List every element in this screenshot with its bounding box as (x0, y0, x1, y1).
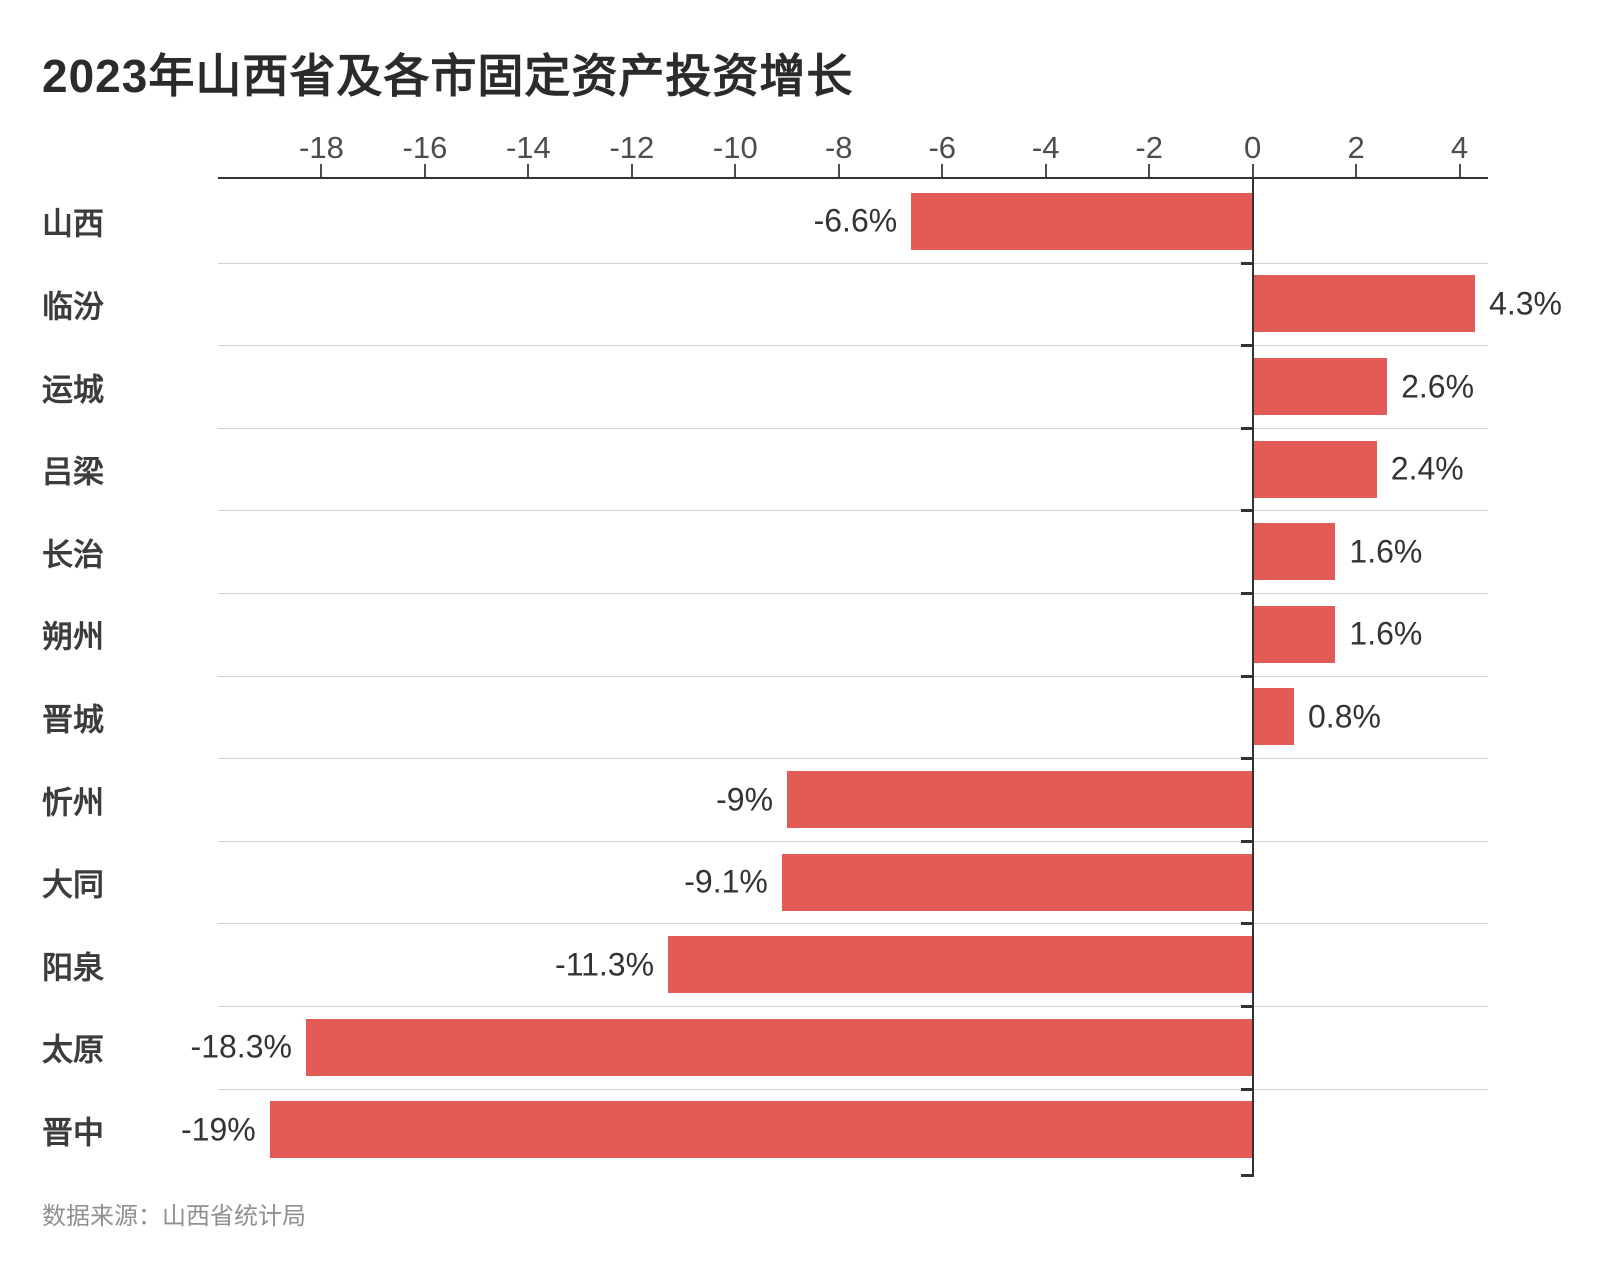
zero-axis-tick (1240, 426, 1252, 430)
zero-axis-tick (1240, 1174, 1252, 1178)
x-tick-mark (837, 164, 840, 177)
bar-value-label: 4.3% (1489, 285, 1562, 322)
x-tick-label: -12 (609, 130, 655, 165)
gridline (218, 510, 1488, 512)
bar-value-label: -9% (716, 781, 774, 817)
gridline (218, 262, 1488, 264)
bar (781, 853, 1253, 911)
bar (269, 1101, 1253, 1159)
zero-axis-tick (1240, 592, 1252, 595)
gridline (218, 1088, 1488, 1090)
x-tick-mark (1458, 164, 1461, 177)
x-tick-mark (1355, 164, 1358, 177)
x-tick-mark (1148, 164, 1151, 177)
gridline (218, 675, 1488, 677)
zero-axis-tick (1240, 922, 1252, 926)
bar-value-label: -11.3% (555, 946, 655, 983)
zero-axis-tick (1240, 1087, 1252, 1091)
gridline (218, 427, 1488, 429)
gridline (218, 345, 1488, 347)
x-tick-label: -4 (1031, 130, 1060, 165)
bar-value-label: 1.6% (1349, 615, 1423, 652)
row-label: 吕梁 (42, 454, 104, 490)
x-tick-label: 4 (1450, 130, 1469, 165)
bar-value-label: 2.6% (1401, 368, 1475, 404)
row-label: 朔州 (42, 619, 104, 655)
zero-axis-tick (1240, 839, 1252, 843)
row-label: 阳泉 (42, 950, 104, 986)
gridline (218, 1006, 1488, 1007)
x-axis-line (218, 177, 1488, 179)
bar-value-label: -9.1% (684, 863, 768, 900)
row-label: 山西 (42, 206, 104, 242)
x-tick-label: -16 (402, 130, 448, 165)
x-tick-mark (734, 164, 737, 177)
x-tick-label: -18 (299, 130, 344, 165)
bar (787, 771, 1253, 828)
bar (1252, 688, 1294, 746)
bar-value-label: -6.6% (813, 202, 898, 239)
bar-value-label: 2.4% (1390, 450, 1464, 487)
row-label: 大同 (42, 867, 104, 903)
bar-value-label: 0.8% (1308, 698, 1381, 735)
bar (1252, 605, 1336, 663)
bar (1252, 523, 1336, 581)
x-tick-label: -14 (505, 130, 551, 165)
gridline (218, 758, 1488, 760)
row-label: 太原 (42, 1032, 104, 1068)
bar (911, 192, 1253, 250)
x-tick-label: -10 (712, 130, 758, 165)
zero-axis-line (1251, 177, 1254, 1178)
zero-axis-tick (1240, 1005, 1252, 1008)
bar-value-label: -18.3% (190, 1028, 292, 1065)
bar (668, 936, 1253, 994)
bar (1252, 275, 1476, 333)
source-note: 数据来源：山西省统计局 (42, 1203, 306, 1230)
x-tick-label: -8 (824, 130, 853, 165)
x-tick-mark (1251, 164, 1254, 177)
gridline (218, 593, 1488, 594)
gridline (218, 840, 1488, 842)
x-tick-mark (320, 164, 323, 177)
x-tick-mark (630, 164, 633, 177)
bar (1252, 358, 1388, 415)
x-tick-mark (941, 164, 944, 177)
zero-axis-tick (1240, 509, 1252, 513)
row-label: 忻州 (42, 785, 104, 820)
x-tick-mark (1044, 164, 1047, 177)
zero-axis-tick (1240, 344, 1252, 348)
x-tick-label: 0 (1243, 130, 1262, 165)
bar-value-label: -19% (181, 1111, 256, 1148)
x-tick-mark (527, 164, 530, 177)
x-tick-label: -2 (1135, 130, 1163, 165)
x-tick-label: 2 (1347, 130, 1365, 165)
bar-value-label: 1.6% (1349, 533, 1423, 570)
x-tick-label: -6 (928, 130, 957, 165)
x-tick-mark (423, 164, 426, 177)
row-label: 临汾 (42, 289, 104, 325)
gridline (218, 923, 1488, 925)
zero-axis-tick (1240, 757, 1252, 761)
bar (1252, 440, 1377, 498)
row-label: 晋中 (42, 1115, 104, 1151)
zero-axis-tick (1240, 261, 1252, 265)
zero-axis-tick (1240, 674, 1252, 678)
page-title: 2023年山西省及各市固定资产投资增长 (42, 50, 854, 102)
row-label: 运城 (42, 372, 104, 407)
bar (305, 1018, 1253, 1076)
row-label: 长治 (42, 537, 104, 573)
row-label: 晋城 (42, 702, 104, 738)
